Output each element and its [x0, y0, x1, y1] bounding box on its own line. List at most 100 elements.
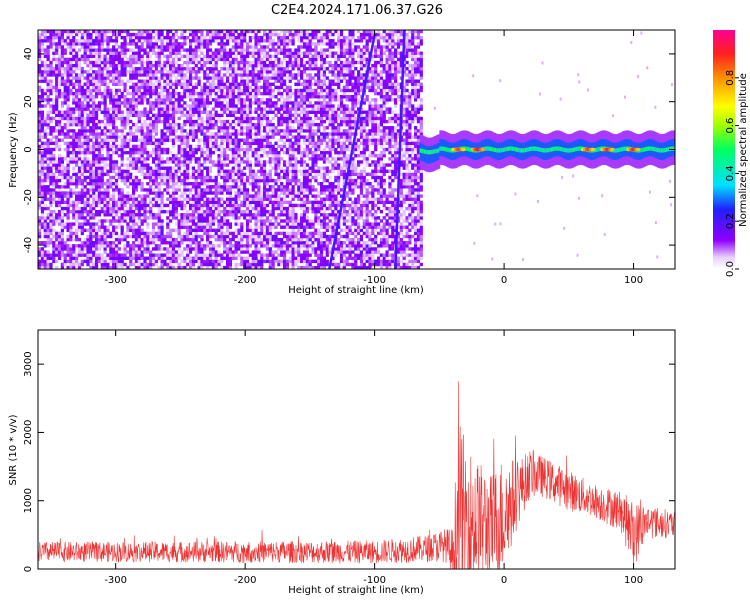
spectrogram-cell — [103, 95, 107, 99]
spectrogram-cell — [66, 91, 70, 96]
spectrogram-cell — [140, 231, 144, 236]
spectrogram-cell — [63, 225, 67, 229]
spectrogram-cell — [240, 63, 244, 68]
spectrogram-cell — [49, 110, 53, 114]
spectrogram-cell — [169, 209, 173, 214]
spectrogram-cell — [237, 188, 241, 192]
spectrogram-cell — [183, 35, 187, 40]
spectrogram-cell — [191, 132, 196, 136]
spectrogram-cell — [109, 244, 113, 248]
spectrogram-cell — [183, 95, 187, 99]
spectrogram-cell — [72, 70, 76, 74]
spectrogram-cell — [77, 101, 82, 105]
spectrogram-cell — [154, 169, 158, 173]
spectrogram-cell — [106, 141, 110, 146]
spectrogram-cell — [52, 30, 56, 34]
spectrogram-cell — [277, 138, 281, 142]
spectrogram-cell — [126, 57, 130, 62]
spectrogram-cell — [149, 95, 153, 99]
spectrogram-cell — [243, 213, 247, 217]
spectrogram-cell — [240, 222, 244, 226]
spectrogram-cell — [40, 70, 45, 74]
spectrogram-cell — [171, 42, 176, 46]
spectrogram-cell — [154, 163, 158, 167]
spectrogram-cell — [183, 135, 187, 139]
spectrogram-cell — [188, 231, 193, 236]
spectrogram-cell — [240, 79, 244, 83]
spectrogram-cell — [103, 98, 107, 102]
spectrogram-cell — [72, 237, 76, 242]
spectrogram-cell — [257, 76, 261, 80]
spectrogram-cell — [146, 32, 150, 37]
spectrogram-cell — [55, 32, 59, 37]
spectrogram-cell — [77, 141, 82, 146]
spectrogram-cell — [245, 241, 250, 245]
spectrogram-cell — [203, 188, 207, 192]
spectrogram-cell — [57, 45, 62, 49]
spectrogram-cell — [97, 35, 102, 40]
spectrogram-cell — [57, 194, 62, 198]
spectrogram-cell — [57, 203, 62, 208]
spectrogram-cell — [248, 166, 252, 170]
spectrogram-cell — [75, 160, 79, 164]
spectrogram-cell — [40, 172, 45, 177]
spectrogram-cell — [154, 91, 158, 96]
spectrogram-cell — [40, 39, 45, 43]
spectrogram-cell — [166, 157, 170, 161]
spectrogram-cell — [180, 73, 184, 77]
spectrogram-cell — [163, 253, 167, 257]
spectrogram-cell — [251, 253, 255, 257]
spectrogram-cell — [166, 57, 170, 62]
spectrogram-cell — [166, 119, 170, 124]
spectrogram-cell — [277, 163, 281, 167]
spectrogram-cell — [265, 144, 270, 149]
spectrogram-cell — [100, 70, 104, 74]
spectrogram-cell — [208, 135, 213, 139]
spectrogram-cell — [120, 178, 124, 183]
spectrogram-cell — [188, 79, 193, 83]
spectrogram-cell — [234, 54, 238, 59]
spectrogram-cell — [260, 113, 264, 118]
spectrogram-cell — [83, 194, 87, 198]
spectrogram-cell — [265, 160, 270, 164]
spectrogram-cell — [186, 213, 190, 217]
spectrogram-cell — [280, 247, 284, 251]
spectrogram-cell — [55, 98, 59, 102]
spectrogram-cell — [188, 91, 193, 96]
spectrogram-cell — [225, 265, 230, 269]
spectrogram-cell — [43, 132, 47, 136]
spectrogram-cell — [245, 178, 250, 183]
spectrogram-cell — [63, 51, 67, 55]
spectrogram-cell — [43, 219, 47, 223]
spectrogram-cell — [129, 85, 133, 90]
spectrogram-cell — [200, 91, 204, 96]
spectrogram-cell — [60, 244, 64, 248]
spectrogram-cell — [160, 241, 164, 245]
spectrogram-cell — [268, 213, 272, 217]
spectrogram-cell — [94, 39, 99, 43]
spectrogram-cell — [83, 147, 87, 152]
spectrogram-cell — [237, 67, 241, 71]
spectrogram-cell — [225, 95, 230, 99]
spectrogram-cell — [243, 256, 247, 260]
spectrogram-cell — [134, 91, 139, 96]
spectrogram-cell — [134, 237, 139, 242]
spectrogram-cell — [146, 39, 150, 43]
spectrogram-cell — [80, 85, 84, 90]
spectrogram-cell — [197, 244, 201, 248]
spectrogram-cell — [112, 163, 116, 167]
spectrogram-cell — [245, 30, 250, 34]
spectrogram-cell — [100, 95, 104, 99]
spectrogram-cell — [251, 138, 255, 142]
spectrogram-cell — [77, 138, 82, 142]
spectrogram-cell — [191, 234, 196, 239]
spectrogram-cell — [92, 231, 96, 236]
spectrogram-cell — [257, 194, 261, 198]
spectrogram-cell — [254, 234, 258, 239]
spectrogram-cell — [248, 119, 252, 124]
spectrogram-cell — [197, 144, 201, 149]
spectrogram-cell — [220, 228, 224, 233]
spectrogram-cell — [146, 163, 150, 167]
spectrogram-cell — [75, 194, 79, 198]
spectrogram-cell — [220, 57, 224, 62]
